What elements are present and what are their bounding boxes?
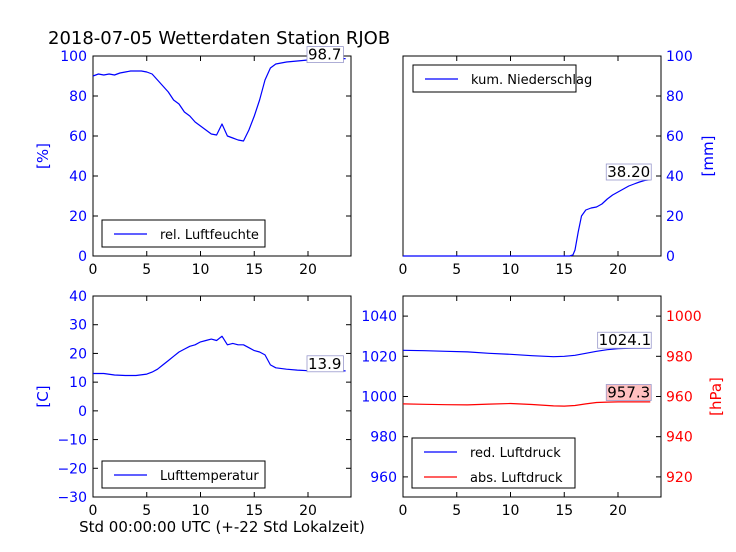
- legend-label: rel. Luftfeuchte: [160, 228, 259, 243]
- x-tick-label: 15: [555, 262, 573, 278]
- legend-box: [412, 64, 577, 93]
- y-tick-label: 0: [78, 249, 87, 265]
- chart-panel-top-left: 0 5 10 15 20 0 20 40 60 80 100 [%] 98.7 rel. Luftfeuc…: [34, 46, 352, 278]
- legend-label: abs. Luftdruck: [470, 471, 563, 486]
- x-tick-label: 0: [399, 503, 408, 519]
- x-tick-label: 0: [89, 262, 98, 278]
- x-tick-label: 15: [245, 503, 263, 519]
- y-axis-label: [mm]: [699, 136, 717, 177]
- value-badge: [605, 384, 652, 401]
- chart-panel-top-right: 0 5 10 15 20 0 20 40 60 80 100 [mm] 38.20 kum. Nieder…: [399, 49, 717, 278]
- y-tick-label: 40: [69, 169, 87, 185]
- y-tick-label: −10: [57, 433, 87, 449]
- y-tick-label: 100: [60, 49, 87, 65]
- x-tick-label: 5: [142, 503, 151, 519]
- y-tick-label: 0: [666, 249, 675, 265]
- y-tick-label: 60: [69, 129, 87, 145]
- legend-label: red. Luftdruck: [470, 446, 561, 461]
- value-badge: [605, 163, 652, 181]
- x-tick-label: 5: [142, 262, 151, 278]
- value-annotation: 1024.1: [599, 331, 652, 349]
- x-tick-label: 15: [555, 503, 573, 519]
- y-tick-label: 1000: [361, 390, 397, 406]
- y-tick-label: 40: [69, 289, 87, 305]
- x-tick-label: 10: [502, 262, 520, 278]
- y-axis-label: [hPa]: [707, 377, 725, 416]
- y-tick-label: 60: [666, 129, 684, 145]
- series-line: [402, 401, 651, 407]
- x-tick-label: 0: [89, 503, 98, 519]
- value-annotation: 98.7: [308, 46, 341, 64]
- x-tick-label: 20: [299, 262, 317, 278]
- x-tick-label: 10: [192, 503, 210, 519]
- y-tick-label: 40: [666, 169, 684, 185]
- legend-label: kum. Niederschlag: [471, 73, 592, 88]
- y-tick-label: 20: [69, 346, 87, 362]
- chart-panel-bottom-left: 0 5 10 15 20 −30 −20 −10 0 10 20 30 40 [C] 13.9 Lufttem…: [34, 289, 352, 519]
- legend-box: [411, 437, 576, 489]
- y-tick-label: 1020: [361, 349, 397, 365]
- y-tick-label: 30: [69, 318, 87, 334]
- x-axis-label: Std 00:00:00 UTC (+-22 Std Lokalzeit): [79, 518, 365, 536]
- x-tick-label: 20: [609, 262, 627, 278]
- x-tick-label: 0: [399, 262, 408, 278]
- series-line: [403, 179, 651, 257]
- x-tick-label: 20: [299, 503, 317, 519]
- y-tick-label: −30: [57, 490, 87, 506]
- y-axis-label: [C]: [34, 385, 52, 407]
- y-tick-label: 80: [69, 89, 87, 105]
- value-badge: [597, 331, 652, 349]
- y-tick-label-right: 940: [666, 430, 693, 446]
- x-tick-label: 10: [192, 262, 210, 278]
- value-annotation: 38.20: [607, 163, 650, 181]
- y-tick-label: 80: [666, 89, 684, 105]
- series-line: [93, 335, 346, 377]
- value-badge: [306, 46, 344, 63]
- y-tick-label: 980: [370, 430, 397, 446]
- y-tick-label-right: 960: [666, 390, 693, 406]
- y-axis-label: [%]: [34, 143, 52, 169]
- x-tick-label: 20: [609, 503, 627, 519]
- figure-title: 2018-07-05 Wetterdaten Station RJOB: [48, 28, 390, 49]
- y-tick-label: 20: [69, 209, 87, 225]
- series-line: [92, 58, 346, 142]
- y-tick-label: 1040: [361, 309, 397, 325]
- x-tick-label: 10: [502, 503, 520, 519]
- y-tick-label-right: 1000: [666, 309, 702, 325]
- y-tick-label: 10: [69, 375, 87, 391]
- x-tick-label: 15: [245, 262, 263, 278]
- y-tick-label: −20: [57, 461, 87, 477]
- y-tick-label-right: 920: [666, 470, 693, 486]
- value-annotation: 13.9: [308, 355, 341, 373]
- value-badge: [306, 355, 344, 373]
- x-tick-label: 5: [452, 262, 461, 278]
- y-tick-label: 960: [370, 470, 397, 486]
- y-tick-label: 20: [666, 209, 684, 225]
- value-annotation: 957.3: [607, 384, 650, 402]
- chart-panel-bottom-right: 0 5 10 15 20 960 980 1000 1020 1040 920 940 960 980 10…: [361, 295, 725, 519]
- x-tick-label: 5: [452, 503, 461, 519]
- legend-box: [101, 460, 266, 489]
- y-tick-label-right: 980: [666, 349, 693, 365]
- y-tick-label: 100: [666, 49, 693, 65]
- y-tick-label: 0: [78, 404, 87, 420]
- legend-label: Lufttemperatur: [160, 469, 259, 484]
